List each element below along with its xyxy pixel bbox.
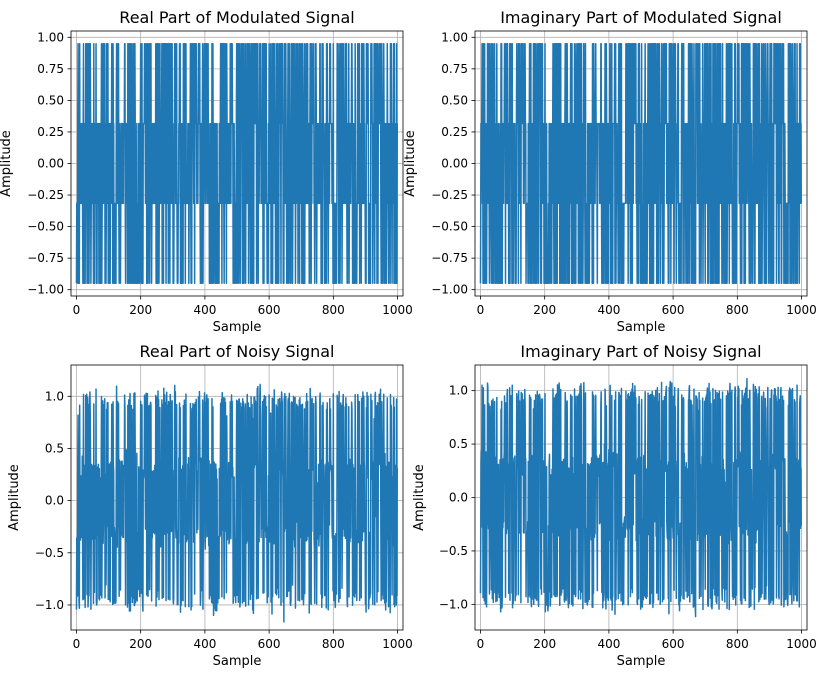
x-axis-label: Sample: [617, 320, 666, 335]
y-tick-label: −0.75: [431, 251, 468, 265]
y-tick-label: −0.50: [27, 220, 64, 234]
y-tick-label: 0.75: [441, 62, 468, 76]
x-tick-label: 200: [533, 637, 556, 651]
subplot-4: 0 200 400 600 800 1000 −1.0 −0.5 0.0 0.5 1.0 Imagin…: [412, 342, 817, 669]
chart-title: Real Part of Noisy Signal: [140, 342, 335, 361]
x-tick-label: 600: [258, 303, 281, 317]
x-tick-label: 1000: [382, 303, 413, 317]
x-tick-label: 200: [533, 303, 556, 317]
y-tick-label: −0.5: [439, 544, 468, 558]
x-tick-label: 400: [193, 637, 216, 651]
y-tick-label: 0.00: [441, 157, 468, 171]
x-axis-label: Sample: [213, 654, 262, 669]
series-line: [75, 43, 398, 284]
y-tick-label: 1.0: [45, 389, 64, 403]
x-tick-label: 800: [322, 303, 345, 317]
y-tick-label: 1.00: [441, 30, 468, 44]
y-axis-label: Amplitude: [7, 464, 22, 531]
x-tick-label: 0: [73, 303, 81, 317]
y-tick-label: −0.50: [431, 220, 468, 234]
x-tick-label: 400: [597, 637, 620, 651]
subplot-3: 0 200 400 600 800 1000 −1.0 −0.5 0.0 0.5 1.0 Real P…: [7, 342, 413, 669]
y-tick-label: −0.25: [27, 188, 64, 202]
x-axis-label: Sample: [213, 320, 262, 335]
x-tick-label: 0: [477, 303, 485, 317]
x-tick-label: 600: [662, 303, 685, 317]
y-tick-label: 0.50: [441, 93, 468, 107]
x-tick-label: 1000: [786, 637, 817, 651]
series-line: [479, 377, 802, 618]
x-tick-label: 800: [726, 303, 749, 317]
x-tick-label: 1000: [382, 637, 413, 651]
y-tick-label: 0.0: [449, 491, 468, 505]
y-tick-label: −0.25: [431, 188, 468, 202]
y-tick-label: −1.00: [27, 283, 64, 297]
x-tick-label: 600: [662, 637, 685, 651]
y-tick-label: −0.5: [35, 546, 64, 560]
y-tick-label: 1.0: [449, 384, 468, 398]
y-axis-label: Amplitude: [412, 464, 427, 531]
y-tick-label: 0.5: [45, 441, 64, 455]
y-tick-label: 0.75: [37, 62, 64, 76]
x-tick-label: 600: [258, 637, 281, 651]
x-tick-label: 0: [477, 637, 485, 651]
y-axis-label: Amplitude: [403, 130, 418, 197]
chart-title: Imaginary Part of Modulated Signal: [500, 8, 782, 27]
y-tick-label: −1.00: [431, 283, 468, 297]
series-line: [479, 43, 802, 284]
chart-title: Real Part of Modulated Signal: [119, 8, 354, 27]
y-tick-label: 1.00: [37, 30, 64, 44]
x-tick-label: 1000: [786, 303, 817, 317]
y-tick-label: −0.75: [27, 251, 64, 265]
y-tick-label: −1.0: [35, 598, 64, 612]
y-tick-label: −1.0: [439, 597, 468, 611]
x-tick-label: 0: [73, 637, 81, 651]
x-tick-label: 800: [726, 637, 749, 651]
x-tick-label: 400: [597, 303, 620, 317]
y-tick-label: 0.25: [441, 125, 468, 139]
x-tick-label: 800: [322, 637, 345, 651]
y-axis-label: Amplitude: [0, 130, 14, 197]
chart-title: Imaginary Part of Noisy Signal: [520, 342, 761, 361]
series-line: [75, 383, 398, 623]
x-tick-label: 400: [193, 303, 216, 317]
y-tick-label: 0.0: [45, 494, 64, 508]
x-tick-label: 200: [129, 303, 152, 317]
axes-frame: [70, 364, 404, 631]
subplot-2: 0 200 400 600 800 1000 −1.00 −0.75 −0.50 −0.25 0.0…: [403, 8, 817, 335]
x-axis-label: Sample: [617, 654, 666, 669]
y-tick-label: 0.00: [37, 157, 64, 171]
y-tick-label: 0.5: [449, 437, 468, 451]
x-tick-label: 200: [129, 637, 152, 651]
y-tick-label: 0.50: [37, 93, 64, 107]
subplot-1: 0 200 400 600 800 1000 −1.00 −0.75 −0.50 −0.25 0.0…: [0, 8, 413, 335]
y-tick-label: 0.25: [37, 125, 64, 139]
